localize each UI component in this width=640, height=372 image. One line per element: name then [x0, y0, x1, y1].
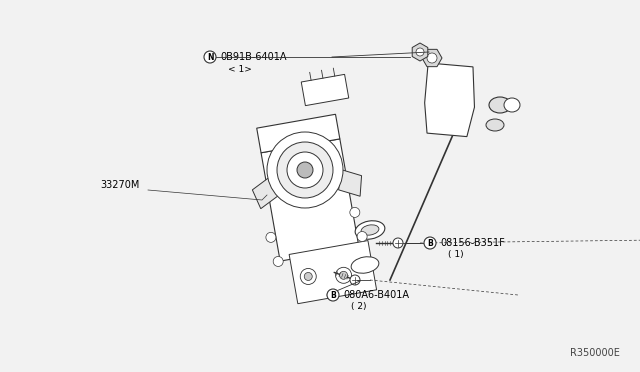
Circle shape	[424, 237, 436, 249]
Polygon shape	[252, 177, 278, 209]
Circle shape	[327, 289, 339, 301]
Ellipse shape	[489, 97, 511, 113]
Polygon shape	[422, 49, 442, 67]
Circle shape	[340, 271, 348, 279]
Polygon shape	[339, 169, 362, 196]
Circle shape	[267, 132, 343, 208]
Text: R350000E: R350000E	[570, 348, 620, 358]
Text: 080A6-B401A: 080A6-B401A	[343, 290, 409, 300]
Circle shape	[427, 53, 437, 63]
Circle shape	[416, 48, 424, 56]
Circle shape	[393, 238, 403, 248]
Circle shape	[297, 162, 313, 178]
Polygon shape	[289, 241, 376, 304]
Ellipse shape	[486, 119, 504, 131]
Circle shape	[204, 51, 216, 63]
Polygon shape	[425, 63, 474, 137]
Circle shape	[300, 269, 316, 285]
Text: 08156-B351F: 08156-B351F	[440, 238, 505, 248]
Polygon shape	[261, 139, 359, 261]
Text: 0B91B-6401A: 0B91B-6401A	[220, 52, 287, 62]
Circle shape	[357, 231, 367, 241]
Circle shape	[277, 142, 333, 198]
Polygon shape	[257, 114, 340, 153]
Circle shape	[273, 256, 283, 266]
Text: 33270M: 33270M	[100, 180, 140, 190]
Circle shape	[350, 275, 360, 285]
Circle shape	[304, 272, 312, 280]
Text: B: B	[427, 238, 433, 247]
Ellipse shape	[351, 257, 379, 273]
Circle shape	[287, 152, 323, 188]
Polygon shape	[301, 74, 349, 106]
Ellipse shape	[504, 98, 520, 112]
Ellipse shape	[355, 221, 385, 239]
Circle shape	[350, 208, 360, 217]
Ellipse shape	[361, 225, 379, 235]
Text: < 1>: < 1>	[228, 64, 252, 74]
Text: ( 2): ( 2)	[351, 302, 367, 311]
Text: N: N	[207, 52, 213, 61]
Text: ( 1): ( 1)	[448, 250, 463, 260]
Circle shape	[335, 267, 351, 283]
Text: B: B	[330, 291, 336, 299]
Circle shape	[266, 232, 276, 243]
Polygon shape	[412, 43, 428, 61]
